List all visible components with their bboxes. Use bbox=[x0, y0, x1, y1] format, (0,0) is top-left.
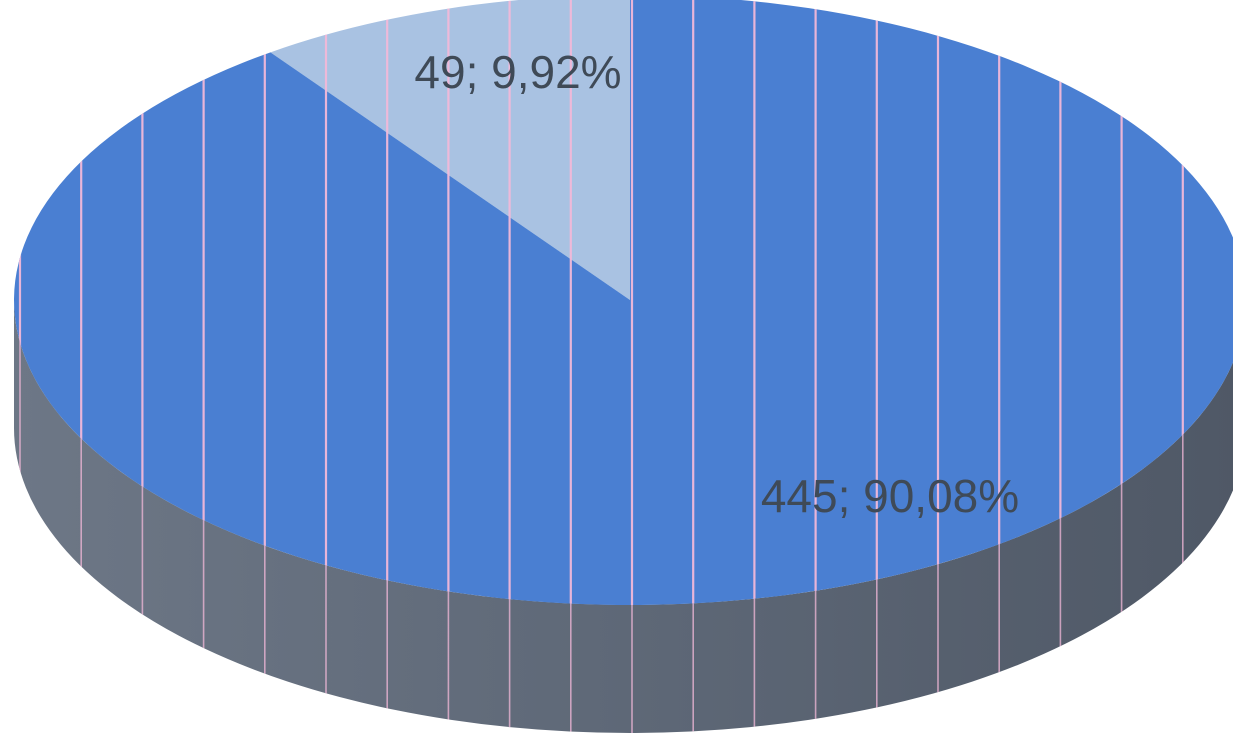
pie-slices bbox=[14, 0, 1233, 605]
pie-side-face bbox=[14, 300, 1233, 733]
data-label-large-slice: 445; 90,08% bbox=[761, 470, 1019, 522]
stripe-pattern bbox=[18, 0, 1184, 733]
pie-side-wall bbox=[14, 300, 1233, 733]
data-label-small-slice: 49; 9,92% bbox=[414, 46, 621, 98]
pie-slice-small bbox=[270, 0, 630, 300]
pie-slice-large bbox=[14, 0, 1233, 605]
